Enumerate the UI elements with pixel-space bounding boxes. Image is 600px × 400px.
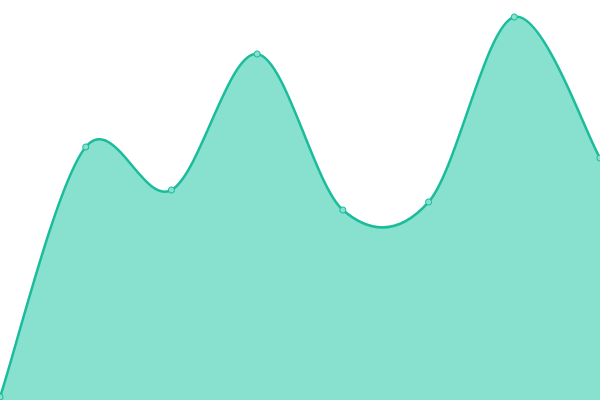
point xyxy=(167,186,175,194)
point xyxy=(425,198,433,206)
point xyxy=(339,206,347,214)
point xyxy=(253,50,261,58)
point xyxy=(596,154,600,162)
area-fill xyxy=(0,16,600,400)
point xyxy=(510,13,518,21)
point xyxy=(0,393,4,400)
point xyxy=(82,143,90,151)
